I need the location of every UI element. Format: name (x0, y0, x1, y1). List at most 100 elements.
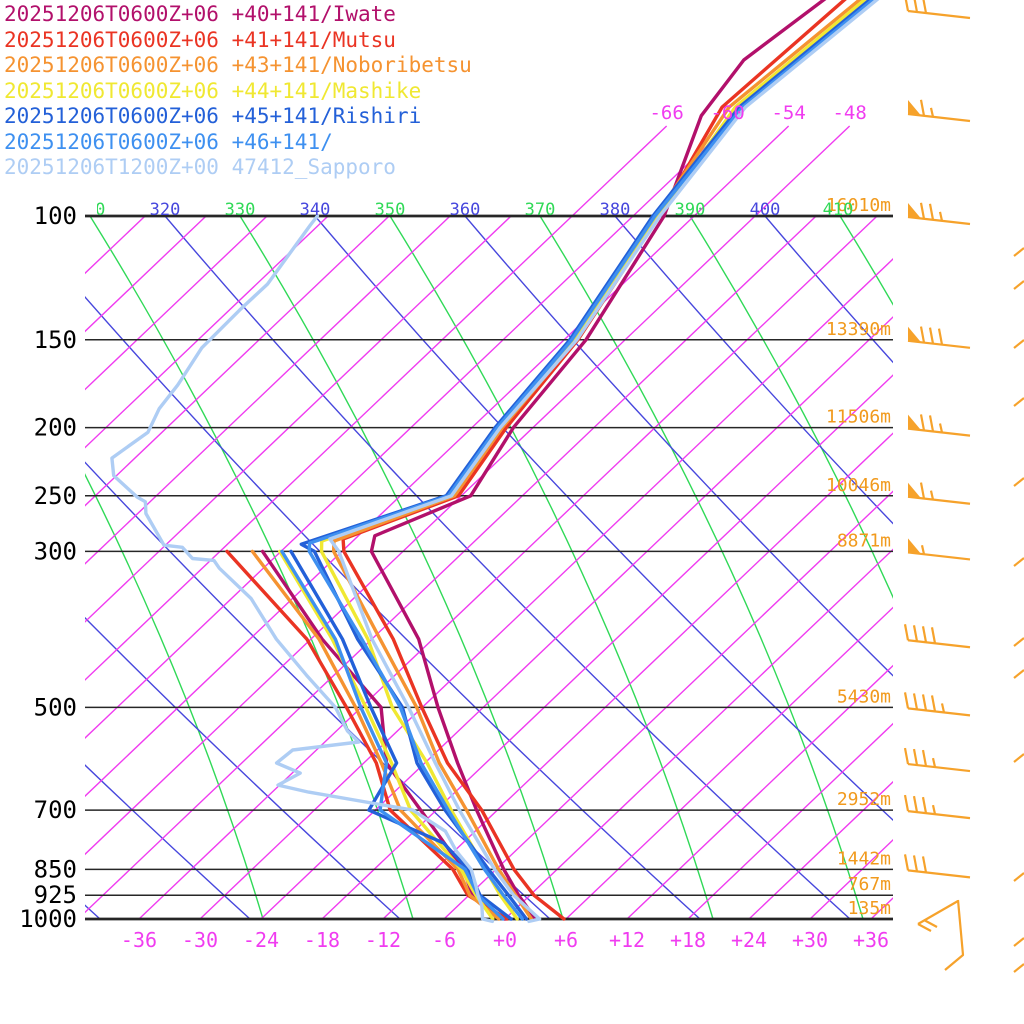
wind-barb-feather (919, 482, 926, 499)
wind-barb-pennant (908, 100, 921, 116)
sounding-dewpoint-sapporo (110, 214, 495, 924)
edge-wind-barb-mark (1013, 477, 1024, 487)
wind-barb-feather (919, 99, 926, 117)
wind-barb-feather (912, 795, 919, 813)
pressure-label-500: 500 (34, 693, 77, 721)
wind-barb-feather (903, 747, 910, 765)
wind-barb-feather (928, 327, 935, 344)
wind-barb-staff (907, 707, 971, 717)
wind-barb (907, 326, 971, 349)
temperature-label-+12: +12 (609, 928, 645, 952)
theta-labels: 310 320 330 340 350 360 370 380 390 400 410 (75, 200, 854, 220)
wind-barb-feather (912, 625, 919, 642)
legend-station: 47412_Sapporo (218, 155, 396, 179)
isotherm-extension-line (754, 125, 851, 217)
dry-adiabat-line (614, 216, 893, 525)
pressure-label-850: 850 (34, 855, 77, 883)
wind-barb (903, 624, 971, 649)
theta-label-410: 410 (823, 200, 854, 220)
theta-label-370: 370 (525, 200, 556, 220)
wind-barb-half-feather (929, 107, 935, 118)
wind-barb-feather (928, 415, 935, 432)
height-label-200: 11506m (826, 407, 891, 428)
wind-barb-feather (913, 0, 919, 13)
height-label-300: 8871m (837, 530, 891, 551)
wind-barb (903, 747, 971, 773)
edge-wind-barb-mark (1013, 963, 1024, 973)
isotherm-top-label--54: -54 (771, 102, 805, 124)
axis-labels: 100 16010m 150 13390m 200 11506m 250 10046m 300 8… (19, 102, 891, 952)
edge-wind-barb-mark (1013, 557, 1024, 567)
wind-barb-staff (907, 869, 971, 879)
temperature-label--18: -18 (304, 928, 340, 952)
pressure-label-1000: 1000 (19, 905, 77, 933)
wind-barb-pennant (908, 414, 921, 431)
theta-label-360: 360 (450, 200, 481, 220)
temperature-label-+24: +24 (731, 928, 767, 952)
isotherm-line (626, 664, 893, 920)
wind-barb-feather (921, 856, 928, 873)
legend-entry-+44+141/Mashike: 20251206T0600Z+06 +44+141/Mashike (4, 79, 472, 105)
pressure-lines (85, 214, 893, 921)
isotherm-line (85, 216, 329, 449)
dry-adiabat-line (85, 764, 251, 920)
isotherm-line (85, 216, 207, 333)
edge-wind-barb-mark (1013, 339, 1024, 349)
sounding-temperature-sapporo (328, 0, 880, 924)
temperature-label-+30: +30 (792, 928, 828, 952)
legend-entry-+41+141/Mutsu: 20251206T0600Z+06 +41+141/Mutsu (4, 28, 472, 54)
legend-station: +41+141/Mutsu (218, 27, 396, 52)
theta-label-310: 310 (75, 200, 106, 220)
isotherm-line (85, 216, 512, 623)
isotherm-line (138, 216, 878, 920)
moist-adiabat-line (389, 216, 714, 920)
legend-timestamp: 20251206T0600Z+06 (4, 78, 219, 103)
wind-barb-feather (921, 626, 928, 643)
wind-barb-feather (912, 855, 919, 872)
pressure-label-250: 250 (34, 482, 77, 510)
wind-barb-feather (930, 627, 937, 644)
moist-adiabat-line (239, 216, 564, 920)
height-label-150: 13390m (826, 319, 891, 340)
legend-station: +44+141/Mashike (218, 78, 422, 103)
dry-adiabat-line (164, 216, 851, 920)
theta-label-350: 350 (375, 200, 406, 220)
isotherm-extensions (571, 125, 851, 217)
height-label-250: 10046m (826, 475, 891, 496)
soundings (110, 0, 880, 924)
theta-label-400: 400 (750, 200, 781, 220)
wind-barb-feather (919, 326, 926, 343)
edge-wind-barb-mark (1013, 937, 1024, 947)
height-label-850: 1442m (837, 848, 891, 869)
wind-barb-pennant (908, 482, 921, 499)
height-label-500: 5430m (837, 686, 891, 707)
temperature-label--36: -36 (121, 928, 157, 952)
wind-barb-feather (912, 748, 919, 766)
isotherm-top-label--48: -48 (832, 102, 866, 124)
wind-barb (903, 794, 971, 820)
temperature-label--30: -30 (182, 928, 218, 952)
isotherm-line (85, 216, 817, 914)
wind-barb-feather (903, 692, 910, 709)
wind-barb-half-feather (929, 490, 935, 500)
surface-wind-barb-feather (917, 923, 932, 932)
legend-timestamp: 20251206T0600Z+06 (4, 53, 219, 77)
legend-entry-+43+141/Noboribetsu: 20251206T0600Z+06 +43+141/Noboribetsu (4, 53, 472, 79)
temperature-label-+0: +0 (493, 928, 517, 952)
legend-timestamp: 20251206T1200Z+00 (4, 155, 219, 179)
legend-timestamp: 20251206T0600Z+06 (4, 129, 219, 154)
isotherm-line (260, 316, 893, 920)
pressure-label-200: 200 (34, 414, 77, 442)
wind-barb-feather (912, 693, 919, 710)
wind-barb-pennant (908, 203, 921, 219)
wind-barb-half-feather (931, 804, 937, 815)
edge-wind-barb-mark (1013, 669, 1024, 679)
temperature-label--6: -6 (432, 928, 456, 952)
wind-barb-staff (907, 639, 971, 649)
isotherm-top-label--60: -60 (710, 102, 744, 124)
wind-barb-feather (921, 694, 928, 711)
wind-barb-feather (903, 794, 910, 812)
sounding-dewpoint-noboribetsu (250, 549, 501, 921)
legend-station: +46+141/ (218, 129, 333, 154)
